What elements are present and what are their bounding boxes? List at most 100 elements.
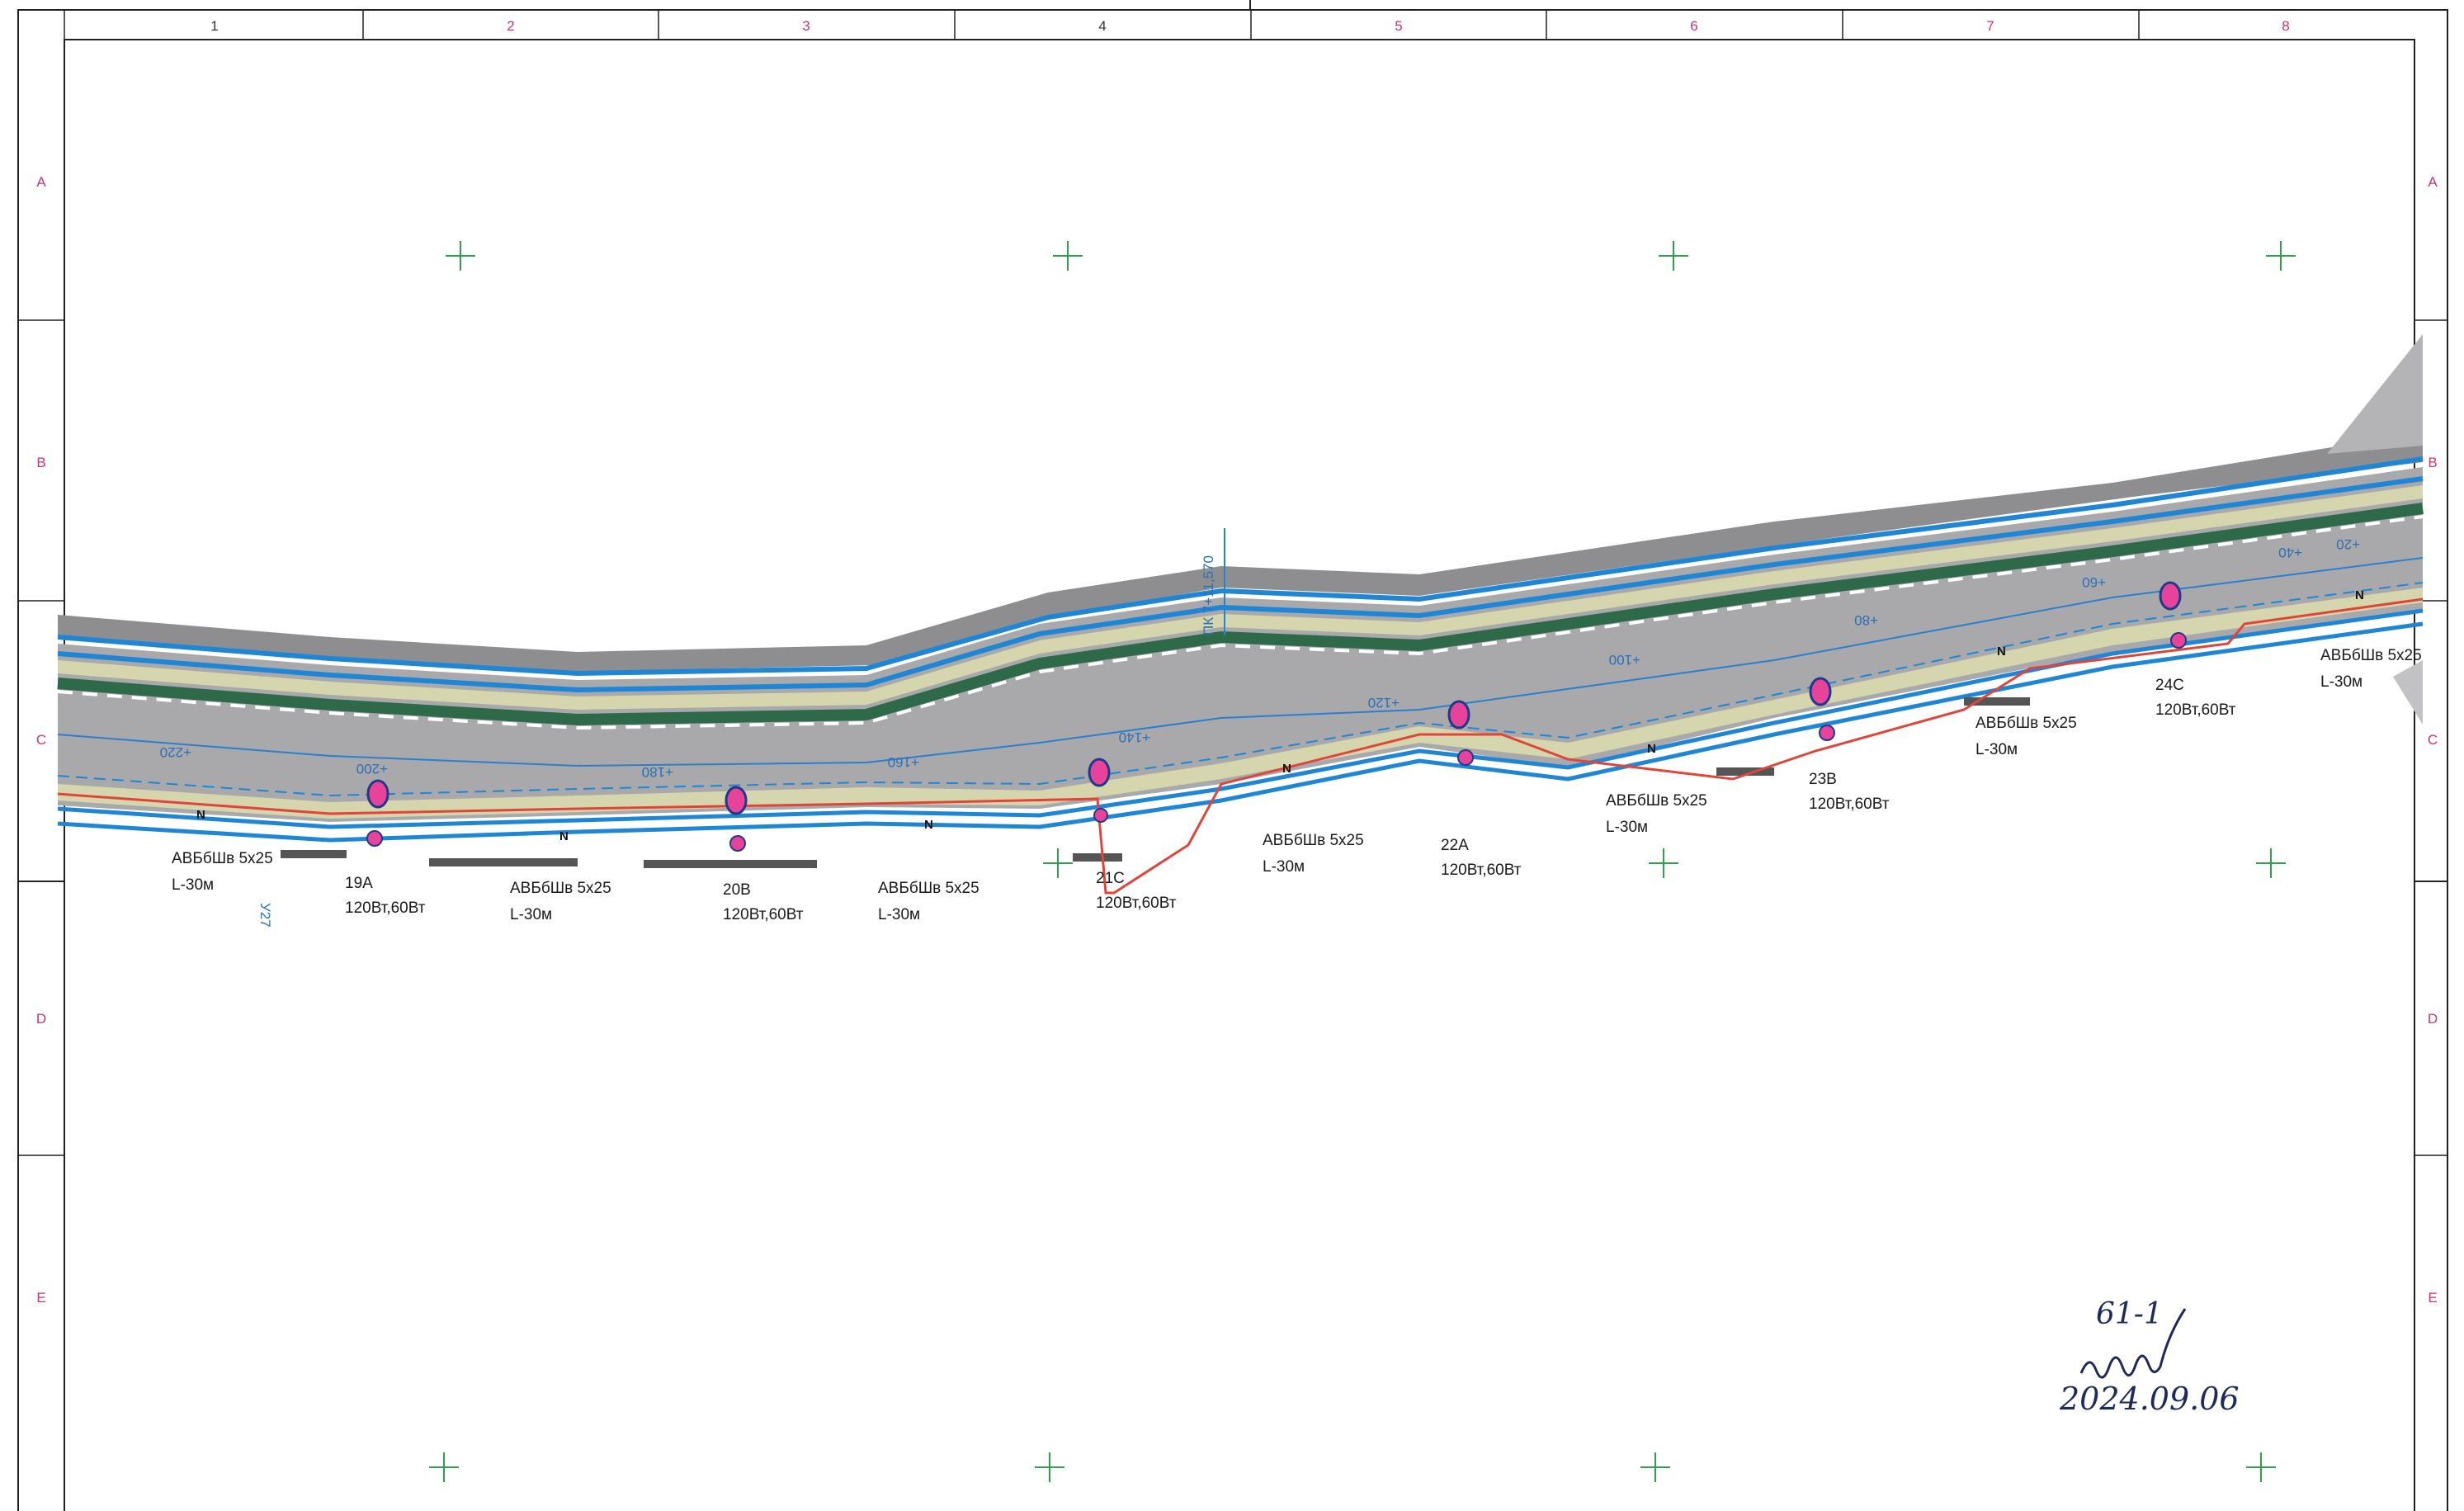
grid-cross bbox=[2246, 1452, 2276, 1482]
column-label: 6 bbox=[1690, 18, 1697, 34]
station-label: +180 bbox=[642, 764, 673, 780]
cable-type: АВБбШв 5х25 bbox=[1606, 792, 1707, 810]
lamp-power: 120Вт,60Вт bbox=[345, 900, 426, 917]
column-label: 7 bbox=[1986, 18, 1994, 34]
cable-labels: АВБбШв 5х25 L-30м АВБбШв 5х25 L-30м АВБб… bbox=[172, 647, 2422, 923]
embankment-slope bbox=[2393, 660, 2423, 725]
grid-cross bbox=[1659, 241, 1688, 271]
grid-cross bbox=[1640, 1452, 1670, 1482]
row-labels-right: A B C D E bbox=[2428, 174, 2438, 1306]
lamp-id: 22A bbox=[1441, 837, 1469, 854]
row-label: B bbox=[36, 455, 45, 470]
station-label: +120 bbox=[1368, 695, 1400, 711]
chainage-label: ПК 7+11,570 bbox=[1201, 555, 1216, 635]
cable-type: АВБбШв 5х25 bbox=[2320, 647, 2422, 664]
grid-cross bbox=[1053, 241, 1083, 271]
station-label: +160 bbox=[888, 754, 919, 770]
cable-length: L-30м bbox=[1606, 819, 1648, 836]
lamp-post bbox=[1447, 700, 1474, 766]
lamp-power: 120Вт,60Вт bbox=[723, 906, 804, 923]
phase-marker: N bbox=[559, 829, 569, 843]
lamp-label: 22A 120Вт,60Вт bbox=[1441, 837, 1522, 879]
lamp-label: 23B 120Вт,60Вт bbox=[1809, 771, 1890, 813]
phase-marker: N bbox=[924, 818, 933, 832]
edge-lines bbox=[57, 456, 2424, 843]
shoulder-top bbox=[58, 485, 2423, 710]
station-label: +40 bbox=[2278, 545, 2302, 560]
lamp-power: 120Вт,60Вт bbox=[1809, 796, 1890, 813]
cable-label: АВБбШв 5х25 L-30м bbox=[1263, 832, 1364, 876]
station-label: +220 bbox=[160, 744, 191, 760]
lamp-power: 120Вт,60Вт bbox=[2155, 701, 2236, 719]
signature-code: 61-1 bbox=[2096, 1297, 2163, 1331]
phase-marker: N bbox=[1647, 742, 1656, 756]
phase-markers: N N N N N N N bbox=[196, 588, 2364, 843]
station-label: +80 bbox=[1854, 612, 1878, 628]
lamp-post bbox=[2159, 581, 2187, 649]
phase-marker: N bbox=[2355, 588, 2364, 602]
cable-label: АВБбШв 5х25 L-30м bbox=[878, 880, 979, 923]
row-label: E bbox=[36, 1290, 45, 1306]
row-label: C bbox=[36, 732, 46, 748]
cable-label: АВБбШв 5х25 L-30м bbox=[1606, 792, 1707, 836]
handwritten-signature: 61-1 2024.09.06 bbox=[2059, 1297, 2240, 1417]
column-label: 3 bbox=[802, 18, 810, 34]
cable-length: L-30м bbox=[510, 906, 552, 923]
row-labels-left: A B C D E bbox=[36, 174, 46, 1306]
row-label: D bbox=[2428, 1011, 2438, 1027]
lamp-id: 23B bbox=[1809, 771, 1837, 788]
column-label: 5 bbox=[1395, 18, 1402, 34]
station-label: +140 bbox=[1119, 730, 1150, 745]
cable-label: АВБбШв 5х25 L-30м bbox=[2320, 647, 2422, 691]
signature-date: 2024.09.06 bbox=[2059, 1381, 2240, 1417]
lamp-power: 120Вт,60Вт bbox=[1096, 895, 1177, 912]
grid-crosses bbox=[429, 241, 2296, 1482]
cable-type: АВБбШв 5х25 bbox=[172, 850, 273, 867]
embankment-top bbox=[58, 421, 2423, 672]
cable-length: L-30м bbox=[1263, 858, 1305, 876]
grid-cross bbox=[1035, 1452, 1064, 1482]
column-label: 8 bbox=[2282, 18, 2289, 34]
shoulder-bottom bbox=[58, 588, 2423, 819]
lamp-labels: 19A 120Вт,60Вт 20B 120Вт,60Вт 21C 120Вт,… bbox=[345, 677, 2236, 923]
row-label: A bbox=[2428, 174, 2438, 190]
lamp-id: 19A bbox=[345, 875, 373, 892]
cable-label: АВБбШв 5х25 L-30м bbox=[172, 850, 273, 894]
lamp-post bbox=[725, 786, 748, 852]
cable-label: АВБбШв 5х25 L-30м bbox=[510, 880, 611, 923]
grid-cross bbox=[446, 241, 475, 271]
median-stripe bbox=[57, 503, 2424, 726]
row-label: E bbox=[2428, 1290, 2437, 1306]
lamp-label: 24C 120Вт,60Вт bbox=[2155, 677, 2236, 719]
lamp-id: 20B bbox=[723, 881, 751, 899]
cable-type: АВБбШв 5х25 bbox=[1263, 832, 1364, 849]
station-labels: +220 +200 +180 +160 +140 +120 +100 +80 +… bbox=[160, 536, 2360, 780]
row-label: D bbox=[36, 1011, 46, 1027]
row-label: B bbox=[2428, 455, 2437, 470]
cable-type: АВБбШв 5х25 bbox=[510, 880, 611, 897]
station-label: +200 bbox=[356, 761, 388, 777]
curb-segments bbox=[281, 697, 2030, 868]
lane-divider bbox=[57, 515, 2424, 730]
cable-length: L-30м bbox=[172, 876, 214, 894]
cable-label: АВБбШв 5х25 L-30м bbox=[1975, 715, 2077, 758]
station-label: +100 bbox=[1609, 652, 1640, 668]
station-label: +60 bbox=[2082, 574, 2106, 590]
signature-scribble bbox=[2079, 1308, 2187, 1379]
phase-marker: N bbox=[196, 808, 205, 822]
column-labels: 1 2 3 4 5 6 7 8 bbox=[210, 18, 2289, 34]
grid-cross bbox=[2256, 848, 2286, 878]
lamp-posts bbox=[366, 581, 2187, 852]
lamp-id: 24C bbox=[2155, 677, 2184, 694]
lamp-post bbox=[1809, 677, 1835, 741]
lamp-post bbox=[1088, 758, 1111, 823]
road-corridor bbox=[57, 334, 2424, 895]
cable-length: L-30м bbox=[2320, 673, 2363, 691]
lamp-label: 19A 120Вт,60Вт bbox=[345, 875, 426, 917]
lamp-label: 20B 120Вт,60Вт bbox=[723, 881, 804, 923]
lamp-label: 21C 120Вт,60Вт bbox=[1096, 870, 1177, 912]
cable-length: L-30м bbox=[878, 906, 920, 923]
phase-marker: N bbox=[1997, 645, 2006, 659]
lamp-power: 120Вт,60Вт bbox=[1441, 862, 1522, 879]
